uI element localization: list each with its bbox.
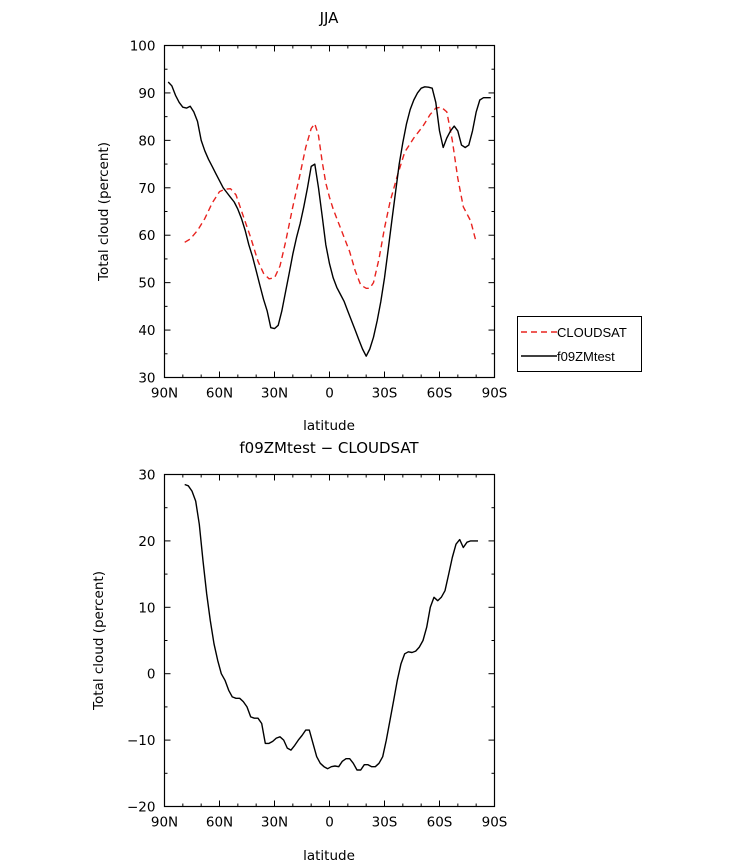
y-tick-label: −10	[127, 733, 156, 749]
top-x-axis-label: latitude	[303, 418, 355, 434]
series-line-cloudsat	[184, 106, 477, 289]
top-chart-title: JJA	[319, 9, 340, 27]
legend-entry-cloudsat: CLOUDSAT	[557, 325, 627, 340]
top-ticks: 90N 60N 30N 0 30S 60S 90S 30 40 50 60 70 80 90 100	[130, 39, 508, 402]
x-tick-label: 30S	[372, 386, 398, 402]
series-line-difference	[184, 483, 478, 771]
x-tick-label: 60S	[427, 386, 453, 402]
bottom-series-group	[184, 483, 478, 771]
y-tick-label: 0	[147, 667, 156, 683]
x-tick-label: 90N	[151, 815, 178, 831]
y-tick-label: 50	[138, 276, 155, 292]
y-tick-label: 10	[138, 600, 155, 616]
y-tick-label: 90	[138, 86, 155, 102]
y-tick-label: 30	[138, 468, 155, 484]
top-plot-frame	[163, 44, 496, 379]
y-tick-label: 20	[138, 534, 155, 550]
bottom-plot-frame	[163, 473, 496, 808]
x-tick-label: 0	[325, 386, 334, 402]
bottom-panel: f09ZMtest − CLOUDSAT 90N 60N 30N 0 30S 60S 90S…	[91, 439, 507, 864]
y-tick-label: 80	[138, 133, 155, 149]
bottom-ticks: 90N 60N 30N 0 30S 60S 90S −20 −10 0 10 20 30	[127, 468, 507, 831]
x-tick-label: 60N	[206, 815, 233, 831]
x-tick-label: 60S	[427, 815, 453, 831]
y-tick-label: 30	[138, 371, 155, 387]
top-y-axis-label: Total cloud (percent)	[96, 142, 112, 282]
x-tick-label: 90S	[482, 386, 508, 402]
legend-box	[517, 316, 642, 372]
top-panel: JJA 90N 60N 30N 0 30S 60S 90S 30 40 50 60 70 80 90 100…	[96, 9, 642, 434]
legend: CLOUDSAT f09ZMtest	[517, 316, 642, 372]
x-tick-label: 90S	[482, 815, 508, 831]
y-tick-label: 70	[138, 181, 155, 197]
bottom-x-axis-label: latitude	[303, 848, 355, 864]
x-tick-label: 30N	[261, 386, 288, 402]
bottom-chart-title: f09ZMtest − CLOUDSAT	[239, 439, 419, 457]
x-tick-label: 60N	[206, 386, 233, 402]
series-line-f09zmtest	[167, 81, 491, 357]
x-tick-label: 90N	[151, 386, 178, 402]
y-tick-label: 60	[138, 228, 155, 244]
x-tick-label: 0	[325, 815, 334, 831]
x-tick-label: 30S	[372, 815, 398, 831]
y-tick-label: −20	[127, 800, 156, 816]
top-series-group	[167, 81, 491, 357]
x-tick-label: 30N	[261, 815, 288, 831]
legend-entry-f09zmtest: f09ZMtest	[557, 349, 615, 364]
bottom-y-axis-label: Total cloud (percent)	[91, 571, 107, 711]
y-tick-label: 40	[138, 323, 155, 339]
y-tick-label: 100	[130, 39, 156, 55]
